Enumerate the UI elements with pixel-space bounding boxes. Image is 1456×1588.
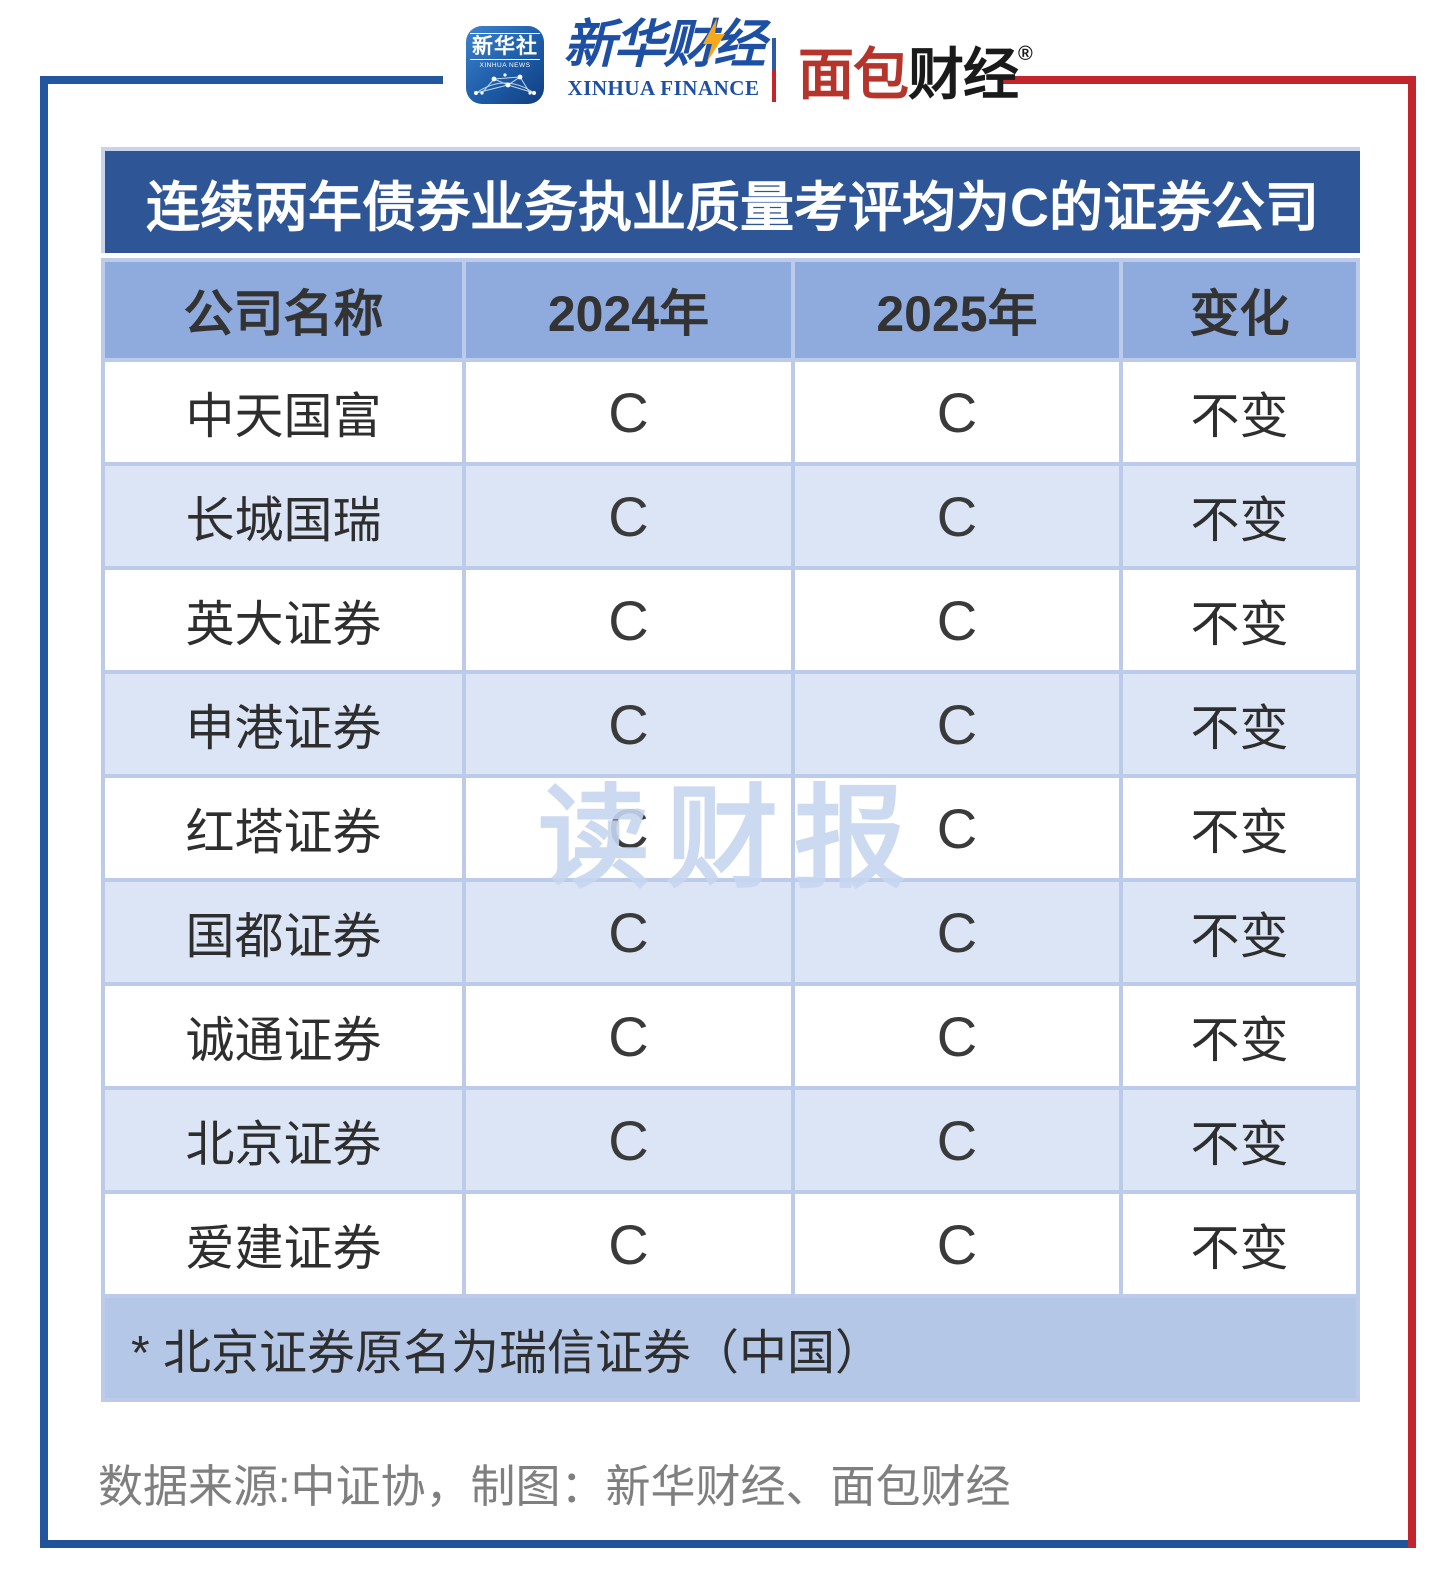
company-cell: 红塔证券	[105, 778, 462, 878]
rating-2024-cell: C	[466, 466, 791, 566]
rating-2025-cell: C	[795, 362, 1119, 462]
company-cell: 长城国瑞	[105, 466, 462, 566]
change-cell: 不变	[1123, 778, 1356, 878]
company-cell: 爱建证券	[105, 1194, 462, 1294]
rating-2024-cell: C	[466, 882, 791, 982]
frame-top-red-line	[1003, 76, 1408, 84]
company-cell: 中天国富	[105, 362, 462, 462]
rating-2025-cell: C	[795, 986, 1119, 1086]
column-header-2025: 2025年	[795, 262, 1119, 358]
company-cell: 国都证券	[105, 882, 462, 982]
table-footnote: * 北京证券原名为瑞信证券（中国）	[105, 1298, 1356, 1398]
xinhua-finance-title: 新华财经	[563, 16, 765, 74]
rating-2024-cell: C	[466, 362, 791, 462]
page-title: 连续两年债券业务执业质量考评均为C的证券公司	[146, 177, 1319, 238]
xinhua-finance-wordmark: 新华财经	[556, 16, 771, 74]
rating-2025-cell: C	[795, 674, 1119, 774]
change-cell: 不变	[1123, 1090, 1356, 1190]
network-globe-icon	[474, 73, 536, 95]
rating-2024-cell: C	[466, 674, 791, 774]
column-header-2024: 2024年	[466, 262, 791, 358]
rating-2025-cell: C	[795, 778, 1119, 878]
frame-right-line	[1408, 76, 1416, 1548]
bread-finance-logo: 面包财经®	[798, 30, 1033, 111]
change-cell: 不变	[1123, 882, 1356, 982]
frame-left-line	[40, 76, 48, 1548]
column-header-change: 变化	[1123, 262, 1356, 358]
bread-finance-title-red: 面包	[798, 43, 909, 106]
change-cell: 不变	[1123, 466, 1356, 566]
rating-2025-cell: C	[795, 1090, 1119, 1190]
registered-trademark-icon: ®	[1018, 43, 1033, 65]
change-cell: 不变	[1123, 674, 1356, 774]
company-cell: 英大证券	[105, 570, 462, 670]
logo-bar: 新华社 XINHUA NEWS 新华财经	[0, 0, 1456, 140]
rating-2024-cell: C	[466, 1090, 791, 1190]
xinhua-finance-subtitle: XINHUA FINANCE	[567, 76, 760, 100]
rating-2024-cell: C	[466, 1194, 791, 1294]
rating-2025-cell: C	[795, 1194, 1119, 1294]
lightning-bolt-icon	[703, 18, 725, 62]
change-cell: 不变	[1123, 986, 1356, 1086]
rating-2025-cell: C	[795, 466, 1119, 566]
rating-2025-cell: C	[795, 570, 1119, 670]
title-bar: 连续两年债券业务执业质量考评均为C的证券公司	[101, 147, 1360, 253]
change-cell: 不变	[1123, 1194, 1356, 1294]
xinhua-news-app-title: 新华社	[470, 33, 540, 60]
change-cell: 不变	[1123, 570, 1356, 670]
bread-finance-title-black: 财经	[908, 43, 1019, 106]
xinhua-news-app-icon: 新华社 XINHUA NEWS	[466, 26, 544, 104]
ratings-table: 公司名称 2024年 2025年 变化 中天国富 C C 不变 长城国瑞 C C 不变 英大证券…	[101, 258, 1360, 1402]
rating-2025-cell: C	[795, 882, 1119, 982]
frame-bottom-line	[40, 1540, 1416, 1548]
company-cell: 北京证券	[105, 1090, 462, 1190]
rating-2024-cell: C	[466, 986, 791, 1086]
frame-top-blue-line	[40, 76, 443, 84]
company-cell: 申港证券	[105, 674, 462, 774]
column-header-company: 公司名称	[105, 262, 462, 358]
change-cell: 不变	[1123, 362, 1356, 462]
xinhua-finance-logo: 新华财经 XINHUA FINANCE	[556, 16, 771, 101]
data-source-caption: 数据来源:中证协，制图：新华财经、面包财经	[98, 1461, 1011, 1512]
logo-divider-line	[772, 38, 776, 102]
xinhua-news-app-subtitle: XINHUA NEWS	[479, 62, 531, 69]
rating-2024-cell: C	[466, 570, 791, 670]
rating-2024-cell: C	[466, 778, 791, 878]
company-cell: 诚通证券	[105, 986, 462, 1086]
